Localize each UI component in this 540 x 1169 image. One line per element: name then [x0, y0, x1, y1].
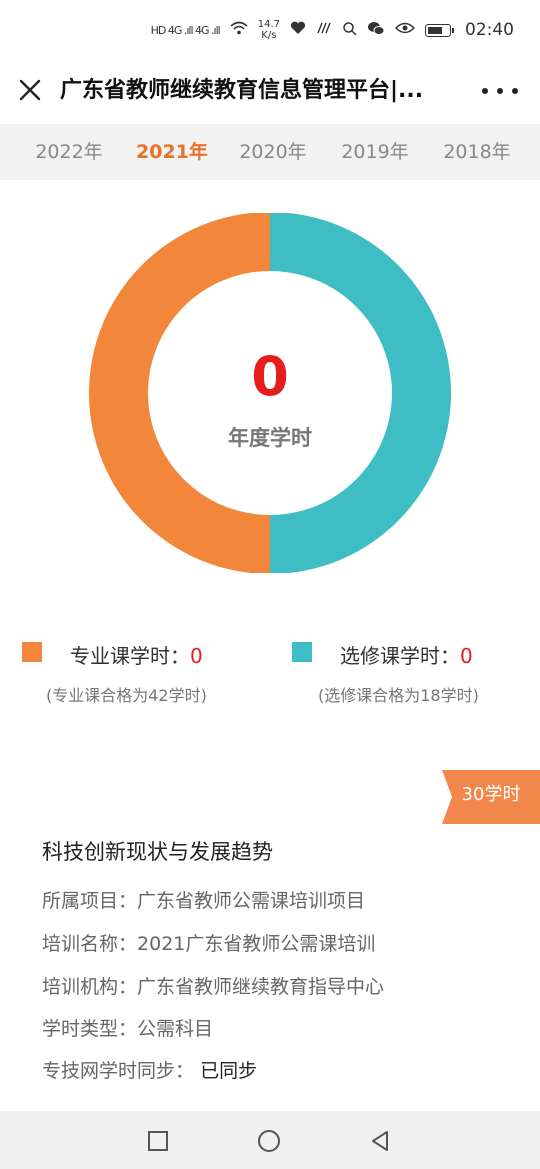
legend-elective-value: 0	[460, 644, 473, 668]
title-bar: 广东省教师继续教育信息管理平台|...	[0, 60, 540, 124]
close-icon[interactable]	[16, 76, 44, 104]
annual-hours-value: 0	[251, 345, 289, 408]
legend-professional-value: 0	[190, 644, 203, 668]
course-row-institution: 培训机构：广东省教师继续教育指导中心	[42, 972, 384, 999]
row-label: 学时类型：	[42, 1018, 138, 1040]
network-speed: 14.7 K/s	[258, 19, 280, 41]
notification-icon	[316, 21, 332, 39]
row-label: 所属项目：	[42, 890, 138, 912]
donut-segment-elective	[270, 212, 451, 574]
back-icon[interactable]	[368, 1129, 392, 1153]
row-label: 培训机构：	[42, 976, 138, 998]
legend-swatch-elective	[292, 642, 312, 662]
year-tabs: 2022年 2021年 2020年 2019年 2018年	[0, 124, 540, 180]
legend-professional: 专业课学时：0	[70, 640, 203, 669]
course-row-training-name: 培训名称：2021广东省教师公需课培训	[42, 929, 375, 956]
network-speed-value: 14.7	[257, 19, 280, 30]
status-bar: HD 4G .ıll 4G .ıll 14.7 K/s 02:40	[0, 0, 540, 60]
recent-apps-icon[interactable]	[146, 1129, 170, 1153]
course-row-project: 所属项目：广东省教师公需课培训项目	[42, 886, 365, 913]
legend-swatch-professional	[22, 642, 42, 662]
row-label: 培训名称：	[42, 933, 138, 955]
eye-icon	[394, 22, 416, 38]
battery-icon	[425, 23, 454, 37]
row-value: 公需科目	[137, 1018, 214, 1040]
row-value: 广东省教师继续教育指导中心	[137, 976, 385, 998]
annual-hours-label: 年度学时	[228, 426, 312, 450]
legend-elective-label: 选修课学时：	[340, 644, 460, 668]
row-value: 2021广东省教师公需课培训	[137, 933, 376, 955]
row-label: 专技网学时同步：	[42, 1060, 195, 1082]
tab-2018[interactable]: 2018年	[443, 141, 511, 163]
tab-2021[interactable]: 2021年	[136, 141, 208, 163]
wechat-icon	[367, 21, 385, 40]
course-row-sync-status: 专技网学时同步： 已同步	[42, 1056, 257, 1083]
tab-2022[interactable]: 2022年	[35, 141, 103, 163]
tab-2020[interactable]: 2020年	[239, 141, 307, 163]
more-options-icon[interactable]	[482, 77, 518, 105]
heart-icon	[290, 21, 306, 39]
legend-elective-note: (选修课合格为18学时)	[318, 686, 479, 705]
network-speed-unit: K/s	[261, 30, 277, 41]
hours-badge: 30学时	[442, 770, 540, 824]
course-row-hour-type: 学时类型：公需科目	[42, 1014, 213, 1041]
legend-elective: 选修课学时：0	[340, 640, 473, 669]
row-value: 广东省教师公需课培训项目	[137, 890, 366, 912]
hours-donut-chart	[70, 212, 470, 574]
search-app-icon	[342, 21, 357, 40]
donut-segment-professional	[88, 212, 270, 574]
course-title: 科技创新现状与发展趋势	[42, 840, 273, 864]
clock: 02:40	[465, 20, 514, 40]
home-icon[interactable]	[257, 1129, 281, 1153]
tab-2019[interactable]: 2019年	[341, 141, 409, 163]
page-title: 广东省教师继续教育信息管理平台|...	[60, 78, 424, 103]
signal-indicator: HD 4G .ıll 4G .ıll	[150, 23, 221, 37]
wifi-icon	[230, 21, 248, 39]
legend-professional-label: 专业课学时：	[70, 644, 190, 668]
legend-professional-note: (专业课合格为42学时)	[46, 686, 207, 705]
system-nav-bar	[0, 1111, 540, 1169]
row-value: 已同步	[200, 1060, 258, 1082]
